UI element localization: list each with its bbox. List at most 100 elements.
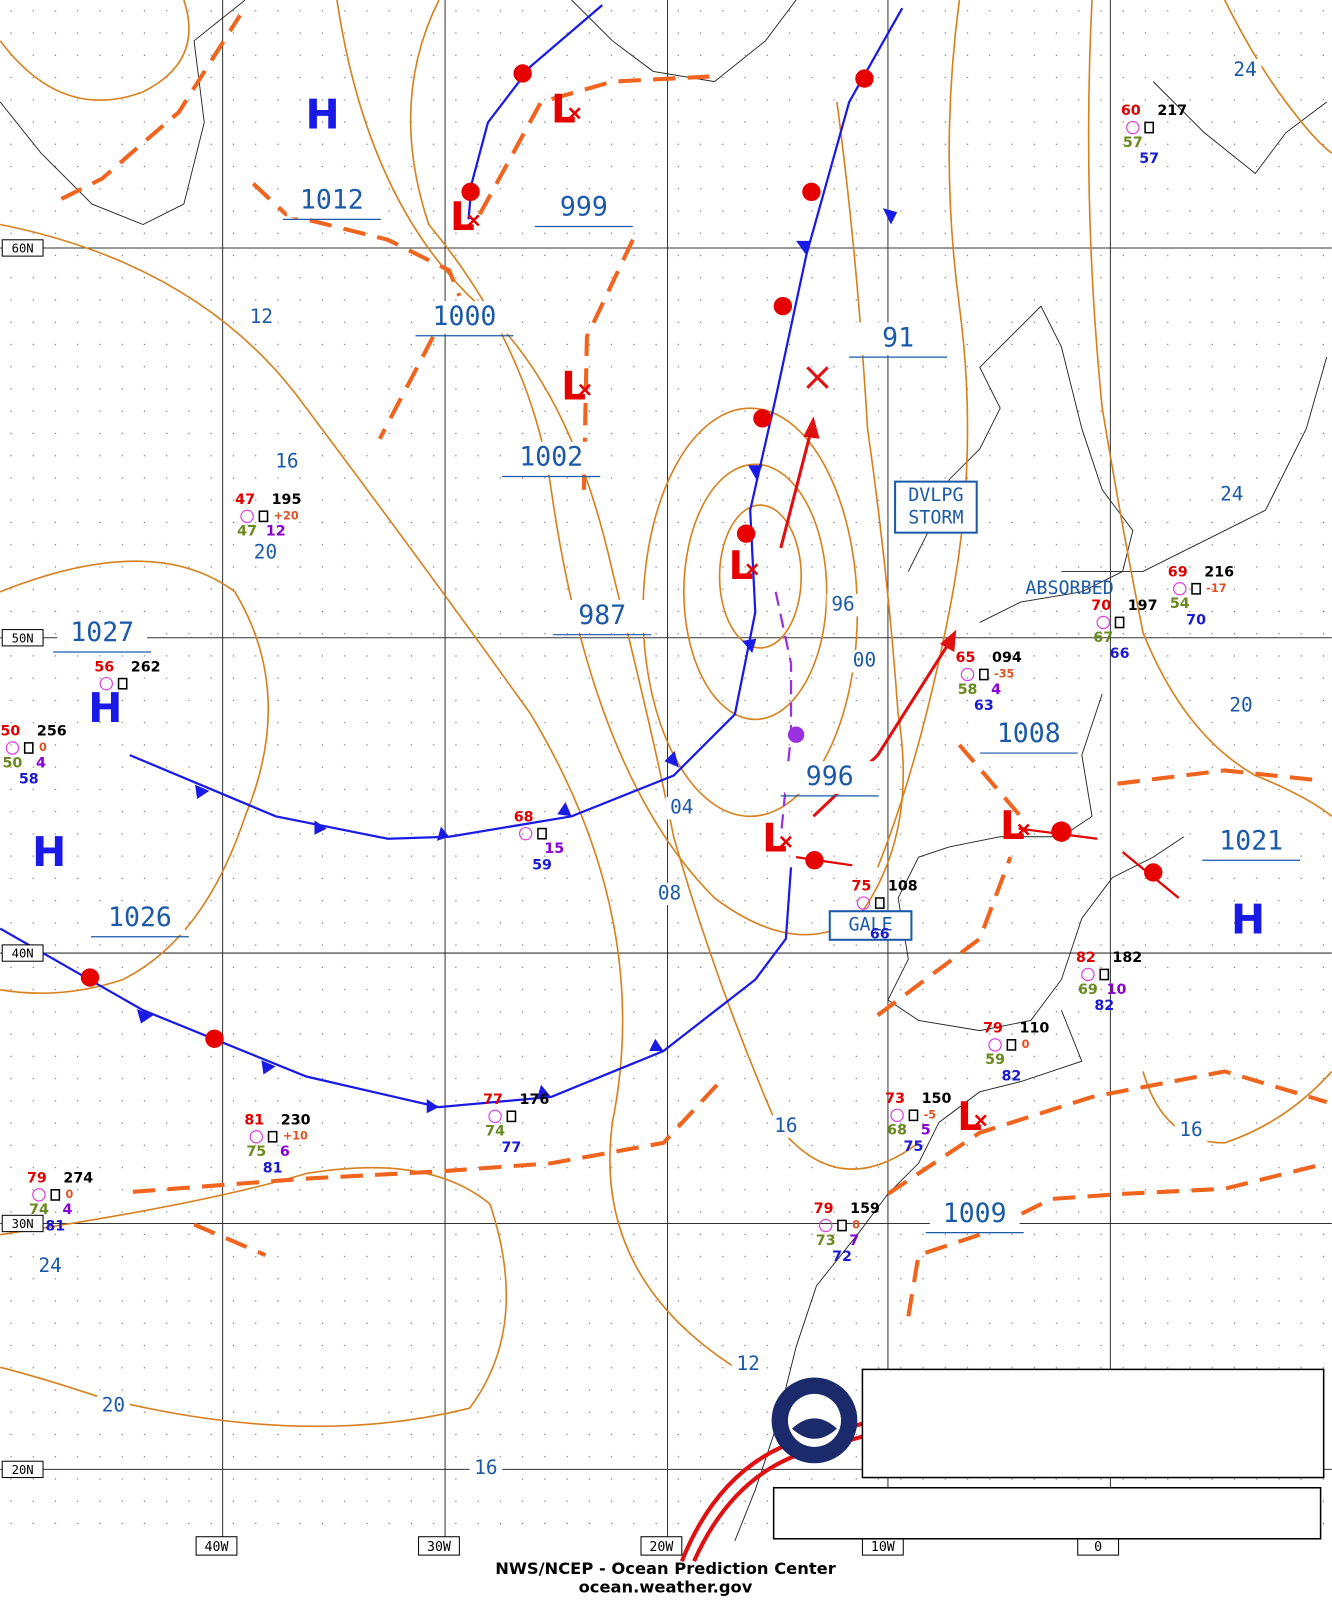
station-symbol [874,897,885,909]
station-symbol [837,1219,847,1232]
station-circle [1081,967,1095,982]
station-temp: 77 [483,1092,503,1108]
lat-label-box [1,239,44,257]
isobar-label-bg [469,1457,503,1480]
station-pressure: 195 [272,492,302,508]
lon-label-box [418,1536,460,1556]
isobar-label: 24 [1220,482,1243,505]
isobar-label: 20 [102,1394,125,1417]
station-temp: 79 [814,1201,834,1217]
isobar-label-bg [731,1353,765,1376]
isobar-label-bg [95,902,185,935]
isobar-label: 20 [1229,694,1252,717]
station-temp: 82 [1076,950,1096,966]
station-dew: 73 [816,1233,836,1249]
isobar-label-bg [557,600,648,633]
station-temp: 68 [514,809,534,825]
station-dew: 75 [246,1144,266,1160]
isobar-label: 08 [658,881,681,904]
lat-label-box [1,944,44,962]
station-symbol [908,1109,919,1122]
isobar-label: 12 [736,1352,759,1375]
station-dew: 47 [237,524,257,540]
high-center: H [32,828,66,876]
station-vis: 7 [849,1233,859,1249]
station-sst: 82 [1094,998,1114,1014]
isobar-label-bg [784,761,875,794]
low-x [467,214,480,227]
station-pressure: 274 [63,1171,93,1187]
low-x [746,563,759,576]
station-change: +10 [283,1130,308,1143]
station-sst: 77 [501,1140,521,1156]
lon-label: 0 [1094,1540,1102,1555]
isobar-label-bg [848,650,881,673]
station-pressure: 176 [520,1092,550,1108]
station-pressure: 217 [1157,103,1187,119]
isobar-label: 16 [774,1114,797,1137]
station-circle [249,1130,264,1144]
station-change: 0 [852,1219,860,1232]
isobar-label-bg [769,1115,803,1138]
isobar-label-bg [286,184,377,218]
lon-label: 30W [427,1540,451,1555]
isobar-label: 1026 [108,902,172,933]
station-change: 0 [39,741,47,754]
footer-org: NWS/NCEP - Ocean Prediction Center [495,1559,836,1578]
station-pressure: 108 [888,879,918,895]
isobar-label: 04 [670,796,693,819]
station-circle [1126,120,1140,135]
station-pressure: 110 [1020,1021,1050,1037]
lat-label-box [1,1214,44,1233]
station-circle [99,676,114,691]
high-center: H [88,684,122,732]
station-sst: 70 [1186,612,1206,628]
low-x [779,835,792,848]
station-circle [988,1038,1002,1052]
station-pressure: 197 [1128,598,1158,614]
station-pressure: 150 [922,1091,952,1107]
station-circle [818,1218,833,1233]
lat-label: 30N [12,1217,34,1231]
warning-label: STORM [908,507,963,528]
station-symbol [50,1189,61,1201]
lat-label: 50N [12,631,34,645]
low-x [1017,823,1030,836]
station-circle [1173,582,1187,596]
station-pressure: 159 [850,1201,880,1217]
isobar-label: 12 [250,305,273,328]
isobar-label-bg [1174,1119,1208,1142]
station-circle [240,509,254,524]
station-circle [32,1188,46,1202]
isobar-label-bg [506,441,597,475]
station-temp: 65 [956,650,976,666]
station-sst: 81 [45,1219,65,1235]
isobar-label-bg [1215,483,1249,507]
isobar-label: 20 [254,541,277,564]
station-vis: 4 [36,755,46,771]
station-dew: 69 [1078,982,1098,998]
isobar-label: 999 [560,192,608,223]
isobar-label: 16 [1179,1118,1202,1141]
station-temp: 56 [94,659,114,675]
isobar-label: 1000 [433,301,497,332]
map-note: ABSORBED [1025,578,1113,599]
isobar-label-bg [245,306,278,329]
station-symbol [537,827,547,840]
station-sst: 59 [532,857,552,873]
isobar-label-bg [57,617,148,650]
station-pressure: 094 [992,650,1022,666]
isobar-label: 16 [474,1456,497,1479]
station-change: +20 [274,509,299,522]
isobar-label: 1008 [997,718,1061,749]
isobar-label: 1012 [300,185,364,216]
station-vis: 12 [266,524,286,540]
isobar-label-bg [270,451,304,474]
title-box [771,1368,1325,1540]
high-center: H [306,90,340,138]
low-x [974,1114,987,1127]
lat-label: 60N [12,241,34,255]
lat-label: 40N [12,947,34,961]
isobar-label: 24 [39,1254,62,1277]
station-symbol [979,668,989,681]
